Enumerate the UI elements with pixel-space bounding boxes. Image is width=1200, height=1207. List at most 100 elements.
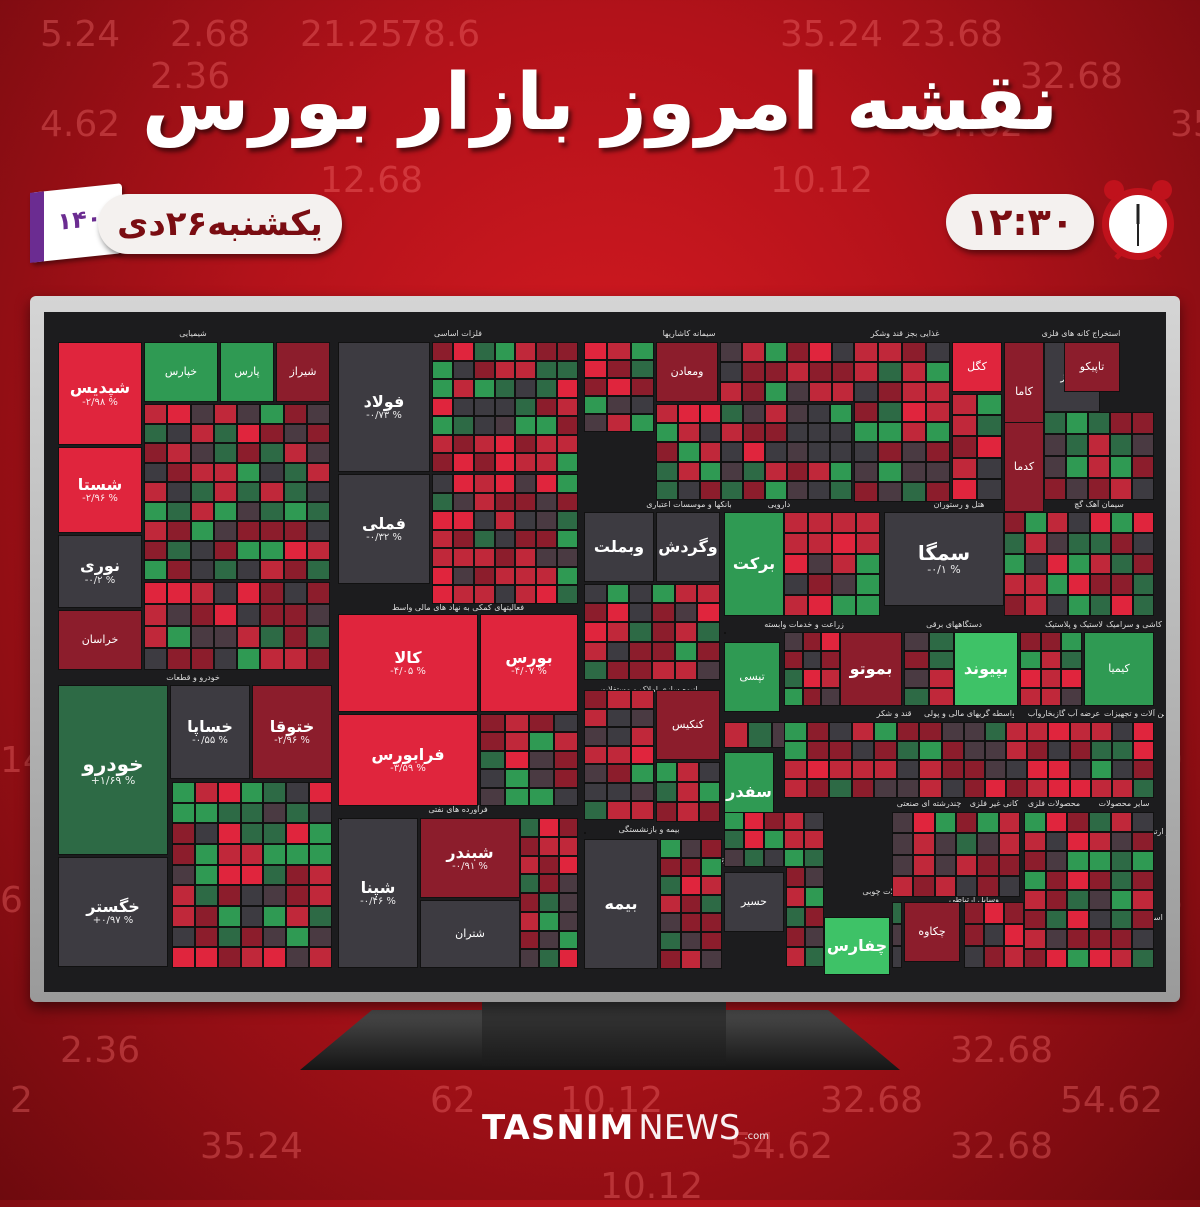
treemap-tile-small [830,480,852,500]
treemap-tile-small [558,818,578,837]
treemap-tile-small [584,622,607,642]
background-number: 10.12 [770,160,874,201]
treemap-tile-small [529,769,554,788]
treemap-tile: کیمیا [1084,632,1154,706]
date-label: یکشنبه۲۶دی [117,204,323,244]
treemap-tile-small [1132,851,1154,871]
treemap-tile-small [283,648,307,670]
treemap-tile-small [656,762,678,782]
treemap-tile-small [240,926,264,948]
treemap-tile-small [784,669,803,688]
tile-symbol: حسیر [740,894,767,908]
tile-percent: -۴/۰۵ % [390,666,426,678]
treemap-tile-small [926,402,950,422]
treemap-tile-small [1004,532,1026,554]
treemap-tile-small [630,708,654,728]
treemap-tile-small [1046,512,1069,533]
treemap-tile-small [829,779,852,798]
treemap-tile-small [786,461,809,481]
treemap-tile-small [557,548,578,567]
treemap-tile-small [584,378,608,396]
treemap-tile-small [240,823,264,844]
treemap-tile-small [237,521,261,541]
treemap-tile-small [584,727,608,746]
treemap-tile-small [630,782,654,802]
treemap-tile-small [652,603,675,623]
treemap-tile-small [1110,831,1133,851]
treemap-tile-small [660,950,681,969]
treemap-tile-small [832,532,856,554]
treemap-tile-small [473,453,495,472]
background-number: 2.36 [60,1030,141,1071]
treemap-tile-small [190,582,214,604]
treemap-tile-small [194,802,218,824]
treemap-tile-small [1027,760,1049,779]
treemap-tile-small [473,585,495,604]
treemap-tile-small [913,854,935,876]
treemap-tile-small [194,823,218,844]
treemap-tile-small [1020,650,1041,669]
treemap-tile-small [309,782,332,803]
treemap-tile-small [630,360,654,378]
treemap-tile-small [213,582,237,604]
treemap-tile-small [630,727,654,746]
background-number: 35.24 [200,1126,304,1167]
treemap-tile-small [584,708,608,728]
treemap-tile-small [660,894,681,914]
treemap-tile-small [856,532,880,554]
treemap-tile-small [724,830,744,849]
treemap-tile-small [1089,831,1111,851]
treemap-tile-small [167,560,191,580]
tile-percent: -۲/۹۶ % [274,735,310,747]
treemap-tile-small [283,626,307,648]
background-number: 6 [0,880,23,921]
background-number: 35.24 [780,14,884,55]
treemap-tile: ومعادن [656,342,718,402]
treemap-tile-small [306,423,330,444]
treemap-tile-small [892,833,914,855]
treemap-tile-small [263,906,287,927]
treemap-tile-small [699,423,722,443]
treemap-tile-small [452,342,474,361]
treemap-tile-small [1024,929,1046,949]
treemap-tile-small [194,885,218,906]
treemap-tile-small [144,423,168,444]
treemap-tile-small [504,750,529,770]
treemap-tile-small [964,924,984,946]
treemap-tile-small [809,382,832,402]
treemap-tile-small [926,442,950,462]
treemap-tile-small [283,540,307,561]
treemap-tile-small [941,779,964,798]
treemap-tile-small [805,907,824,927]
treemap-tile-small [1048,779,1070,798]
treemap-tile-small [237,540,261,561]
treemap-tile: بیمه [584,839,658,969]
treemap-tile-small [1110,929,1133,949]
treemap-tile-small [764,830,784,849]
treemap-tile-small [240,885,264,906]
treemap-tile-small [584,342,608,360]
treemap-tile-small [830,404,852,424]
treemap-tile-small [306,540,330,561]
treemap-tile-small [1004,553,1026,575]
treemap-tile-small [473,566,495,586]
treemap-tile-small [167,582,191,604]
treemap-tile-small [977,478,1002,500]
treemap-tile-small [217,906,241,927]
treemap-tile-small [520,855,540,875]
treemap-tile-small [263,782,287,803]
treemap-tile-small [1069,722,1091,741]
treemap-tile-small [539,911,559,931]
treemap-tile-small [194,926,218,948]
treemap-tile-small [1046,574,1069,596]
treemap-tile-small [806,779,829,798]
treemap-tile-small [854,442,878,462]
treemap-tile-small [892,875,914,897]
treemap-tile-small [213,423,237,444]
background-number: 62 [430,1080,476,1121]
treemap-tile-small [263,823,287,844]
treemap-tile-small [1089,948,1111,968]
treemap-tile-small [217,947,241,968]
treemap-tile-small [172,823,195,844]
treemap-tile-small [309,885,332,906]
